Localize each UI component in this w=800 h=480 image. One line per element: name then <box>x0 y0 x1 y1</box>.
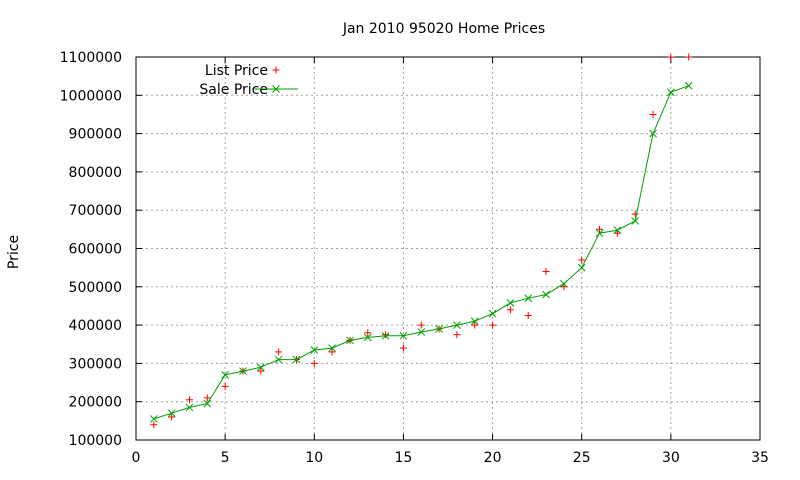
data-point <box>560 279 568 288</box>
data-point <box>649 129 657 138</box>
data-point <box>328 344 336 352</box>
data-point <box>346 336 354 345</box>
data-point <box>185 403 194 412</box>
x-tick-label: 35 <box>751 450 769 466</box>
legend-marker <box>272 66 280 74</box>
data-point <box>417 321 425 329</box>
data-point <box>274 355 283 364</box>
data-point <box>221 382 229 390</box>
axis-ticks: 0 5 10 15 20 25 30 35 100000 200000 300000 400000 50… <box>60 50 769 466</box>
data-point <box>185 396 193 404</box>
data-point <box>471 321 479 329</box>
x-tick-label: 25 <box>573 450 591 466</box>
data-point <box>364 329 372 337</box>
data-point <box>631 217 640 225</box>
data-point <box>685 53 693 61</box>
data-point <box>417 328 426 336</box>
x-tick-label: 15 <box>395 450 413 466</box>
y-tick-label: 600000 <box>69 242 122 258</box>
data-point <box>489 321 497 329</box>
data-point <box>382 331 390 339</box>
data-point <box>363 333 372 342</box>
data-point <box>684 81 693 90</box>
y-tick-label: 1100000 <box>60 50 122 66</box>
data-point <box>524 294 533 303</box>
data-point <box>203 399 212 408</box>
data-point <box>435 325 443 333</box>
y-axis-label: Price <box>6 235 22 269</box>
data-point <box>506 306 514 314</box>
data-point <box>578 256 586 264</box>
x-tick-label: 0 <box>132 450 141 466</box>
x-tick-label: 20 <box>484 450 502 466</box>
data-point <box>560 283 568 291</box>
y-tick-label: 700000 <box>69 203 122 219</box>
data-point <box>470 317 479 326</box>
data-point <box>257 367 265 375</box>
y-tick-label: 900000 <box>69 127 122 143</box>
data-point <box>631 210 639 218</box>
grid <box>136 57 760 440</box>
y-tick-label: 1000000 <box>60 88 122 104</box>
y-tick-label: 400000 <box>69 318 122 334</box>
series-1 <box>149 81 693 423</box>
data-point <box>542 267 550 275</box>
data-point <box>649 110 657 118</box>
data-point <box>328 348 336 356</box>
x-tick-label: 5 <box>221 450 230 466</box>
y-tick-label: 100000 <box>69 433 122 449</box>
data-point <box>150 421 158 429</box>
data-point <box>613 226 622 234</box>
data-point <box>542 290 550 299</box>
data-point <box>506 299 515 307</box>
series-line <box>153 85 689 420</box>
data-point <box>168 413 176 421</box>
data-point <box>292 355 301 364</box>
data-point <box>203 394 211 402</box>
x-tick-label: 30 <box>662 450 680 466</box>
y-tick-label: 300000 <box>69 356 122 372</box>
data-point <box>453 331 461 339</box>
x-tick-label: 10 <box>305 450 323 466</box>
data-point <box>310 346 319 354</box>
data-point <box>221 371 229 379</box>
data-point <box>239 367 247 375</box>
data-point <box>667 88 675 97</box>
data-point <box>453 321 461 329</box>
data-point <box>310 359 318 367</box>
data-point <box>399 331 408 340</box>
data-point <box>256 363 265 372</box>
legend: List Price Sale Price <box>199 63 298 98</box>
data-point <box>667 53 675 61</box>
data-point <box>596 225 604 233</box>
data-point <box>167 409 176 418</box>
legend-label: Sale Price <box>199 82 268 98</box>
series-0 <box>150 53 693 429</box>
data-point <box>149 415 158 423</box>
data-point <box>399 344 407 352</box>
data-point <box>577 263 586 272</box>
y-tick-label: 200000 <box>69 395 122 411</box>
data-point <box>595 229 604 238</box>
y-tick-label: 800000 <box>69 165 122 181</box>
data-point <box>381 331 390 340</box>
data-point <box>613 229 621 237</box>
chart-title: Jan 2010 95020 Home Prices <box>342 21 545 37</box>
series <box>149 53 693 429</box>
legend-label: List Price <box>205 63 268 79</box>
data-point <box>275 348 283 356</box>
data-point <box>524 312 532 320</box>
data-point <box>488 309 497 318</box>
y-tick-label: 500000 <box>69 280 122 296</box>
legend-marker <box>272 85 280 93</box>
